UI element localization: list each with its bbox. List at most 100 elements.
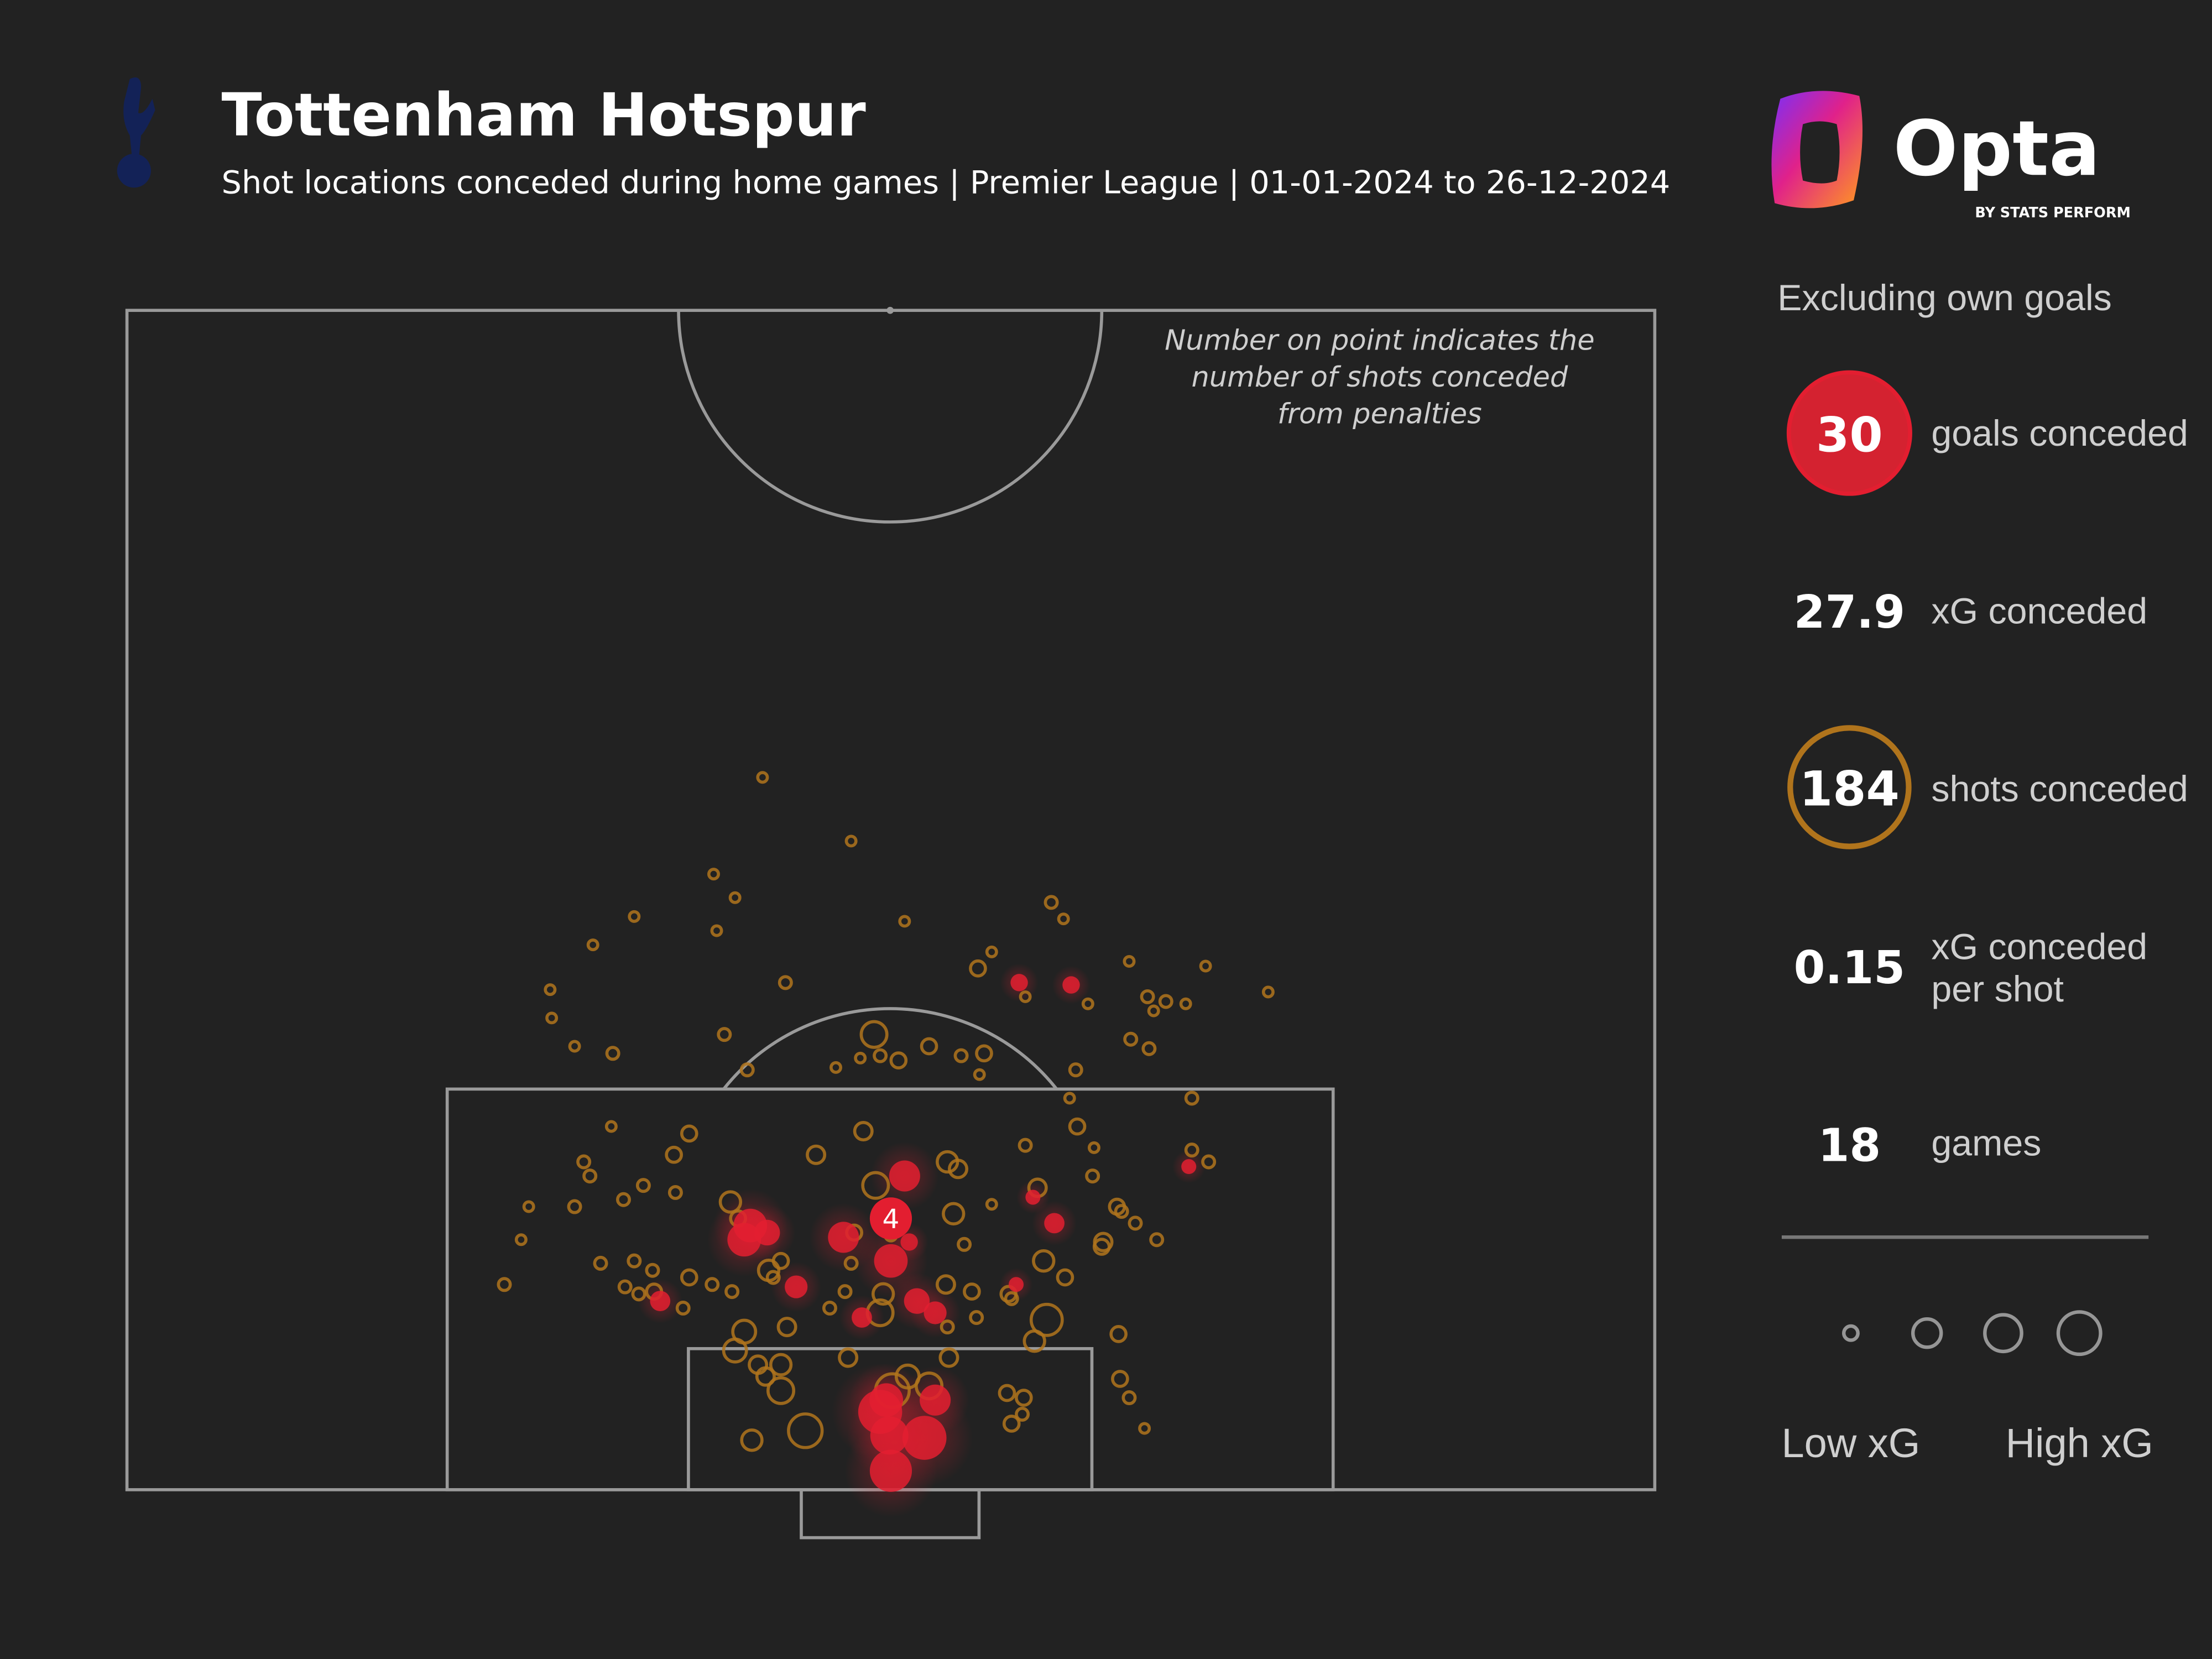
shot-point xyxy=(837,1284,853,1300)
shot-point xyxy=(1029,1302,1064,1337)
shot-point xyxy=(605,1046,620,1061)
shot-point xyxy=(1081,997,1094,1010)
opta-wordmark: Opta xyxy=(1893,105,2100,193)
shot-point xyxy=(957,1237,972,1252)
shot-point xyxy=(667,1185,683,1200)
penalty-count-label: 4 xyxy=(883,1204,900,1235)
legend-size-circle xyxy=(2056,1310,2103,1357)
xg-per-shot-value: 0.15 xyxy=(1794,942,1905,994)
shot-point xyxy=(936,1150,959,1174)
page-subtitle: Shot locations conceded during home game… xyxy=(222,164,1671,201)
goal-shot-point xyxy=(852,1307,872,1328)
goal-shot-point xyxy=(1008,1277,1024,1292)
shot-point xyxy=(1179,997,1192,1010)
goal-shot-point xyxy=(1062,976,1080,994)
shot-point xyxy=(1015,1389,1033,1407)
shot-point xyxy=(871,1282,895,1306)
pitch xyxy=(125,306,1657,1540)
shot-point xyxy=(969,1310,984,1325)
shot-point xyxy=(567,1199,582,1214)
shot-point xyxy=(853,1121,874,1142)
shot-point xyxy=(1056,1268,1074,1287)
shots-badge xyxy=(1787,725,1912,849)
shot-point xyxy=(755,1366,776,1387)
shot-point xyxy=(975,1044,993,1063)
goals-value: 30 xyxy=(1816,407,1883,463)
shot-point xyxy=(1068,1117,1087,1136)
goal-shot-point xyxy=(1010,974,1028,992)
shot-point xyxy=(545,1011,559,1025)
shot-point xyxy=(948,1159,969,1180)
shot-point xyxy=(1138,1422,1151,1435)
shot-point xyxy=(728,891,742,904)
shot-point xyxy=(710,924,723,937)
pitch-outline xyxy=(125,309,1657,1491)
centre-spot xyxy=(886,306,894,314)
opta-logo: Opta BY STATS PERFORM xyxy=(1771,91,2131,221)
goal-shot-point xyxy=(727,1223,761,1257)
shot-point xyxy=(859,1020,889,1049)
legend-size-circle xyxy=(1983,1313,2023,1354)
shot-point xyxy=(822,1300,837,1316)
goal-shot-point xyxy=(1044,1213,1065,1234)
goal-shot-point xyxy=(869,1383,904,1417)
shot-point xyxy=(942,1202,966,1226)
shots-value: 184 xyxy=(1799,761,1900,817)
page-title: Tottenham Hotspur xyxy=(222,81,866,150)
shot-point xyxy=(873,1048,888,1063)
shot-point xyxy=(627,1253,642,1269)
shot-point xyxy=(776,1317,797,1338)
xg-label: xG conceded xyxy=(1931,591,2147,632)
centre-circle xyxy=(677,310,1104,524)
legend-size-circle xyxy=(1911,1317,1943,1349)
shot-point xyxy=(722,1337,748,1364)
shot-point xyxy=(1063,1092,1076,1105)
shot-point xyxy=(1087,1141,1100,1154)
shot-point xyxy=(771,1251,790,1270)
xg-per-shot-label: xG conceded xyxy=(1931,927,2147,968)
shot-point xyxy=(1147,1004,1160,1018)
shot-point xyxy=(1085,1168,1100,1184)
shot-point xyxy=(766,1376,796,1405)
goal-shot-point xyxy=(870,1416,909,1455)
goal-shot-point xyxy=(650,1291,671,1312)
penalty-arc xyxy=(722,1007,1058,1091)
shot-point xyxy=(586,938,599,952)
shot-point xyxy=(680,1268,698,1287)
sidebar-note: Excluding own goals xyxy=(1777,278,2112,319)
shot-point xyxy=(998,1384,1016,1402)
shot-point xyxy=(1261,985,1275,999)
shot-point xyxy=(894,1363,921,1390)
shot-point xyxy=(1019,990,1032,1003)
shot-point xyxy=(1128,1215,1143,1231)
shot-point xyxy=(806,1144,827,1165)
shot-point xyxy=(675,1300,691,1316)
shot-point xyxy=(617,1279,633,1295)
shot-point xyxy=(1022,1329,1046,1353)
goal-shot-point xyxy=(889,1160,920,1192)
goal-shot-point xyxy=(869,1449,912,1492)
shot-point xyxy=(1032,1249,1056,1273)
shot-point xyxy=(1141,1041,1157,1056)
shot-point xyxy=(680,1124,698,1143)
shot-point xyxy=(1123,954,1136,968)
shot-point xyxy=(769,1353,793,1376)
goals-badge xyxy=(1786,370,1912,496)
shot-point xyxy=(898,915,911,928)
shot-point xyxy=(935,1274,956,1295)
shot-point xyxy=(631,1286,646,1302)
shot-point xyxy=(522,1200,535,1213)
shot-point xyxy=(985,945,998,958)
shot-point xyxy=(615,1192,631,1207)
shot-point xyxy=(1015,1406,1030,1422)
shot-point xyxy=(665,1145,683,1164)
shot-point xyxy=(604,1120,618,1133)
shot-point xyxy=(718,1190,743,1214)
goal-shot-point xyxy=(902,1416,947,1460)
shot-point xyxy=(953,1048,969,1063)
xg-per-shot-label-2: per shot xyxy=(1931,969,2064,1010)
shot-point xyxy=(1068,1062,1083,1078)
goal-shot-point xyxy=(785,1275,808,1298)
shot-point xyxy=(645,1262,660,1278)
